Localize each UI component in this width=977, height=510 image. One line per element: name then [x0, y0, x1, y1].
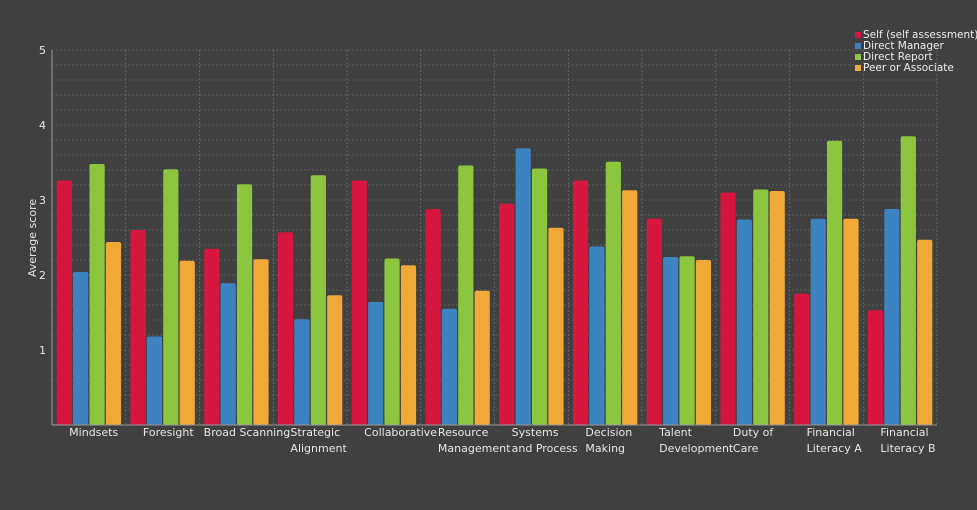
bar-peer-or-associate-6	[548, 227, 564, 425]
bar-peer-or-associate-4	[400, 265, 417, 425]
legend: Self (self assessment)Direct ManagerDire…	[855, 29, 977, 74]
bar-self-self-assessment--5	[425, 209, 441, 425]
bar-direct-report-1	[163, 169, 179, 425]
bar-peer-or-associate-7	[622, 190, 638, 425]
bar-direct-manager-5	[441, 308, 458, 425]
x-category-label: Systems and Process	[512, 426, 578, 455]
bar-peer-or-associate-11	[917, 239, 933, 425]
bar-self-self-assessment--4	[351, 180, 367, 425]
axes	[51, 50, 937, 426]
bar-direct-manager-11	[884, 209, 900, 425]
x-category-label: Mindsets	[69, 426, 118, 439]
y-axis-title: Average score	[26, 199, 39, 277]
bar-self-self-assessment--0	[56, 180, 72, 425]
bar-direct-report-9	[753, 189, 769, 425]
bar-direct-manager-6	[515, 148, 531, 425]
bar-self-self-assessment--1	[130, 230, 146, 425]
y-tick-label: 5	[39, 44, 46, 57]
bar-direct-report-4	[384, 258, 400, 425]
bar-direct-report-11	[900, 136, 916, 425]
x-category-label: Duty of Care	[733, 426, 774, 455]
y-tick-label: 2	[39, 269, 46, 282]
bar-self-self-assessment--9	[720, 192, 736, 425]
bar-direct-report-2	[236, 184, 253, 425]
bar-direct-manager-8	[663, 257, 679, 425]
bar-peer-or-associate-5	[474, 290, 490, 425]
x-category-label: Broad Scanning	[204, 426, 291, 439]
bar-direct-report-10	[826, 140, 843, 425]
bar-self-self-assessment--7	[572, 180, 589, 425]
legend-label: Direct Manager	[863, 40, 944, 52]
bar-peer-or-associate-9	[769, 191, 785, 425]
bar-direct-manager-1	[146, 336, 163, 425]
legend-swatch	[855, 65, 861, 71]
y-tick-label: 3	[39, 194, 46, 207]
legend-swatch	[855, 32, 861, 38]
bar-direct-manager-2	[220, 283, 236, 425]
bar-self-self-assessment--10	[794, 293, 810, 425]
bar-direct-manager-7	[589, 246, 605, 425]
legend-label: Peer or Associate	[863, 62, 954, 74]
bar-direct-manager-9	[736, 219, 753, 425]
bar-direct-manager-10	[810, 218, 826, 425]
bar-self-self-assessment--11	[867, 310, 884, 425]
x-category-label: Strategic Alignment	[290, 426, 347, 455]
bar-self-self-assessment--2	[204, 248, 220, 425]
x-category-label: Decision Making	[585, 426, 632, 455]
bar-direct-manager-4	[368, 302, 384, 425]
x-category-labels: Mindsets Foresight Broad Scanning Strategic…	[69, 426, 935, 455]
bar-direct-report-8	[679, 256, 695, 425]
y-tick-label: 4	[39, 119, 46, 132]
bar-direct-report-6	[531, 168, 548, 425]
x-category-label: Collaborative	[364, 426, 437, 439]
bar-direct-report-0	[89, 164, 105, 425]
bar-peer-or-associate-1	[179, 260, 195, 425]
x-category-label: Foresight	[143, 426, 194, 439]
bar-self-self-assessment--3	[277, 232, 294, 425]
x-category-label: Resource Management	[438, 426, 511, 455]
bar-peer-or-associate-3	[327, 295, 343, 425]
y-tick-label: 1	[39, 344, 46, 357]
bar-peer-or-associate-2	[253, 259, 269, 425]
legend-label: Self (self assessment)	[863, 29, 977, 41]
x-category-label: Talent Development	[658, 426, 734, 455]
bar-direct-report-7	[605, 161, 621, 425]
bars	[56, 136, 933, 425]
bar-peer-or-associate-10	[843, 218, 859, 425]
x-category-label: Financial Literacy B	[880, 426, 935, 455]
gridlines	[51, 49, 938, 425]
bar-direct-report-3	[310, 175, 326, 425]
bar-self-self-assessment--8	[646, 218, 662, 425]
x-category-label: Financial Literacy A	[807, 426, 863, 455]
bar-direct-manager-3	[294, 319, 310, 425]
legend-swatch	[855, 54, 861, 60]
bar-direct-manager-0	[73, 272, 89, 425]
y-tick-labels: 1 2 3 4 5	[39, 44, 46, 357]
bar-self-self-assessment--6	[499, 203, 515, 425]
bar-peer-or-associate-8	[695, 260, 712, 425]
legend-label: Direct Report	[863, 51, 933, 63]
bar-direct-report-5	[458, 165, 474, 425]
legend-swatch	[855, 43, 861, 49]
bar-peer-or-associate-0	[105, 242, 122, 425]
